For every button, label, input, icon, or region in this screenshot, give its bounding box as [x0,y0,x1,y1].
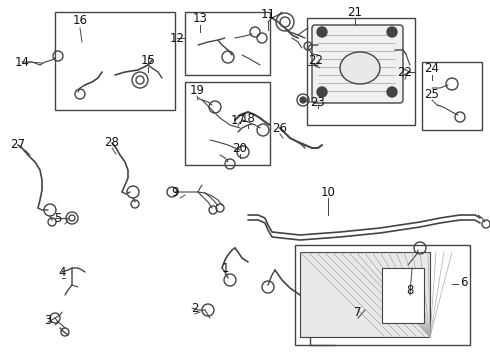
Text: 6: 6 [460,275,468,288]
Text: 27: 27 [10,138,25,150]
Circle shape [317,27,327,37]
Text: 9: 9 [171,185,179,198]
Bar [295,245,470,345]
Text: 26: 26 [272,122,288,135]
Text: 10: 10 [320,185,336,198]
Text: 20: 20 [233,141,247,154]
Text: 7: 7 [354,306,362,319]
Bar [55,12,175,110]
Bar [382,268,424,323]
Text: 25: 25 [424,87,440,100]
Circle shape [387,27,397,37]
Circle shape [300,97,306,103]
Text: 18: 18 [241,112,255,125]
Text: 12: 12 [170,31,185,45]
Text: 4: 4 [58,266,66,279]
Bar [185,12,270,75]
Text: 1: 1 [221,261,229,274]
Bar [422,62,482,130]
Text: 21: 21 [347,5,363,18]
Ellipse shape [340,52,380,84]
FancyBboxPatch shape [312,25,403,103]
Text: 28: 28 [104,135,120,148]
Text: 15: 15 [141,54,155,67]
Bar [185,82,270,165]
Text: 14: 14 [15,55,29,68]
Text: 24: 24 [424,62,440,75]
Text: 5: 5 [54,211,62,225]
Text: 13: 13 [193,12,207,24]
Text: 3: 3 [44,314,51,327]
Text: 2: 2 [191,302,199,315]
Text: 8: 8 [406,284,414,297]
Circle shape [387,87,397,97]
Text: 17: 17 [230,113,245,126]
Circle shape [317,87,327,97]
Text: 16: 16 [73,13,88,27]
Text: 22: 22 [309,54,323,67]
Text: 19: 19 [190,84,204,96]
Bar [300,252,430,337]
Text: 11: 11 [261,9,275,22]
Text: 23: 23 [311,95,325,108]
Text: 22: 22 [397,66,413,78]
Bar [307,18,415,125]
